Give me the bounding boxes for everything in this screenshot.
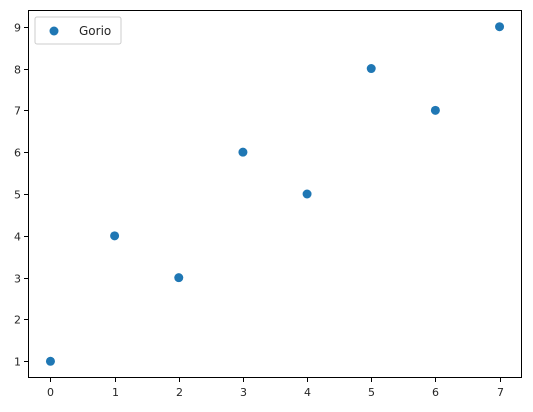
y-axis-ticks: 1 2 3 4 5 6 7 8 9	[14, 22, 28, 369]
plot-frame	[28, 10, 522, 378]
scatter-point	[110, 231, 120, 241]
y-tick-label: 3	[14, 273, 21, 286]
legend-marker	[49, 26, 59, 36]
y-tick-label: 4	[14, 231, 21, 244]
y-tick-label: 7	[14, 105, 21, 118]
legend-label: Gorio	[79, 24, 111, 38]
scatter-point	[430, 105, 440, 115]
y-tick-label: 9	[14, 22, 21, 35]
scatter-point	[238, 147, 248, 157]
y-tick-label: 5	[14, 189, 21, 202]
x-tick-label: 4	[304, 386, 311, 399]
y-tick-label: 1	[14, 356, 21, 369]
scatter-point	[302, 189, 312, 199]
x-tick-label: 7	[497, 386, 504, 399]
x-tick-label: 5	[368, 386, 375, 399]
legend-box	[34, 16, 122, 45]
data-points	[45, 22, 505, 366]
x-tick-label: 2	[176, 386, 183, 399]
y-tick-label: 2	[14, 314, 21, 327]
legend: Gorio	[34, 16, 122, 45]
scatter-point	[495, 22, 505, 32]
x-axis-ticks: 0 1 2 3 4 5 6 7	[47, 378, 504, 399]
x-tick-label: 0	[47, 386, 54, 399]
scatter-point	[366, 64, 376, 74]
scatter-point	[174, 273, 184, 283]
x-tick-label: 1	[112, 386, 119, 399]
y-tick-label: 6	[14, 147, 21, 160]
y-tick-label: 8	[14, 64, 21, 77]
scatter-point	[45, 356, 55, 366]
x-tick-label: 3	[240, 386, 247, 399]
x-tick-label: 6	[432, 386, 439, 399]
